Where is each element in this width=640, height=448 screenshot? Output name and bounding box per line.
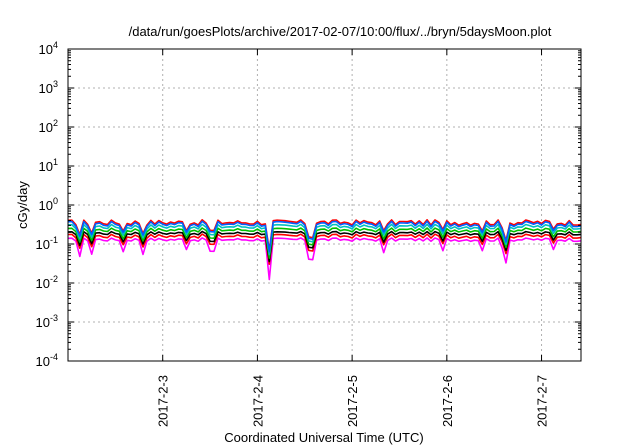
chart-title: /data/run/goesPlots/archive/2017-02-07/1… [129, 24, 552, 39]
series-line [67, 237, 582, 281]
x-tick-label: 2017-2-7 [535, 375, 550, 427]
y-tick-label: 10-4 [36, 352, 58, 369]
y-tick-label: 102 [39, 118, 58, 135]
series-line [67, 233, 582, 266]
y-axis-ticks: 10-4 10-3 10-2 10-1 100 101 102 103 104 [36, 40, 581, 369]
x-axis-ticks: 2017-2-3 2017-2-4 2017-2-5 2017-2-6 2017-2-7 [156, 49, 550, 427]
series-line [67, 230, 582, 263]
grid [68, 49, 581, 361]
y-axis-label: cGy/day [15, 181, 30, 229]
y-tick-label: 10-2 [36, 274, 58, 291]
y-tick-label: 10-1 [36, 235, 58, 252]
y-tick-label: 104 [39, 40, 58, 57]
y-tick-label: 10-3 [36, 313, 58, 330]
y-tick-label: 103 [39, 79, 58, 96]
series-line [67, 227, 582, 259]
y-tick-label: 101 [39, 157, 58, 174]
y-tick-label: 100 [39, 196, 58, 213]
x-tick-label: 2017-2-5 [345, 375, 360, 427]
x-tick-label: 2017-2-4 [250, 375, 265, 427]
series-line [67, 223, 582, 256]
x-tick-label: 2017-2-6 [440, 375, 455, 427]
series-line [67, 219, 582, 251]
x-tick-label: 2017-2-3 [156, 375, 171, 427]
x-axis-label: Coordinated Universal Time (UTC) [224, 430, 423, 445]
series-line [67, 220, 582, 253]
series-layer [67, 219, 582, 281]
